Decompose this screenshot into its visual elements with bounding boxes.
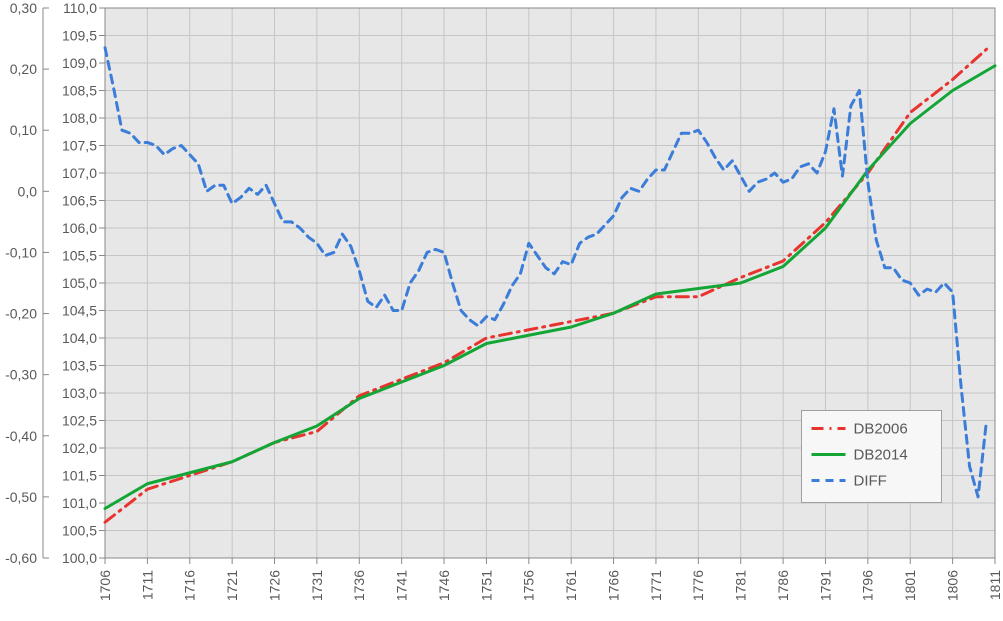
y-right-tick-label: 107,0 [62,165,97,181]
y-right-tick-label: 104,0 [62,330,97,346]
y-right-tick-label: 101,5 [62,468,97,484]
x-tick-label: 1776 [690,570,706,601]
y-right-tick-label: 101,0 [62,495,97,511]
y-left-tick-label: -0,30 [5,367,37,383]
y-right-tick-label: 106,5 [62,193,97,209]
y-left-tick-label: -0,50 [5,489,37,505]
y-left-tick-label: -0,40 [5,428,37,444]
x-tick-label: 1811 [987,570,1003,600]
legend-label: DIFF [854,473,887,490]
y-right-tick-label: 105,5 [62,248,97,264]
y-right-tick-label: 109,5 [62,28,97,44]
y-left-tick-label: -0,10 [5,244,37,260]
legend-label: DB2014 [854,447,908,464]
x-tick-label: 1731 [309,570,325,601]
y-right-tick-label: 100,5 [62,523,97,539]
x-tick-label: 1771 [648,570,664,601]
x-tick-label: 1766 [605,570,621,601]
x-tick-label: 1761 [563,570,579,601]
x-tick-label: 1706 [97,570,113,601]
y-right-tick-label: 109,0 [62,55,97,71]
x-tick-label: 1741 [394,570,410,601]
y-right-tick-label: 105,0 [62,275,97,291]
y-left-tick-label: -0,20 [5,306,37,322]
y-right-tick-label: 108,0 [62,110,97,126]
x-tick-label: 1791 [817,570,833,601]
x-tick-label: 1726 [266,570,282,601]
x-tick-label: 1711 [139,570,155,600]
y-right-tick-label: 102,5 [62,413,97,429]
x-tick-label: 1786 [775,570,791,601]
y-left-tick-label: 0,20 [10,61,37,77]
y-left-tick-label: 0,30 [10,0,37,16]
x-tick-label: 1716 [182,570,198,601]
x-tick-label: 1806 [945,570,961,601]
y-right-tick-label: 102,0 [62,440,97,456]
x-tick-label: 1746 [436,570,452,601]
y-right-tick-label: 103,0 [62,385,97,401]
y-right-tick-label: 106,0 [62,220,97,236]
legend: DB2006 DB2014 DIFF [802,411,942,503]
y-left-tick-label: 0,0 [18,183,38,199]
y-right-tick-label: 108,5 [62,83,97,99]
x-tick-label: 1751 [478,570,494,601]
y-right-tick-label: 103,5 [62,358,97,374]
y-left-tick-label: 0,10 [10,122,37,138]
x-tick-label: 1801 [902,570,918,601]
y-right-tick-label: 100,0 [62,550,97,566]
x-tick-label: 1781 [733,570,749,601]
y-left-tick-label: -0,60 [5,550,37,566]
x-tick-label: 1756 [521,570,537,601]
y-right-tick-label: 104,5 [62,303,97,319]
x-tick-label: 1796 [860,570,876,601]
x-tick-label: 1721 [224,570,240,601]
x-tick-label: 1736 [351,570,367,601]
chart-root: -0,60 -0,50 -0,40 -0,30 -0,20 -0,10 0,0 0,10 0,2… [0,0,1003,616]
y-right-tick-label: 107,5 [62,138,97,154]
legend-label: DB2006 [854,421,908,438]
y-right-tick-label: 110,0 [63,0,97,16]
